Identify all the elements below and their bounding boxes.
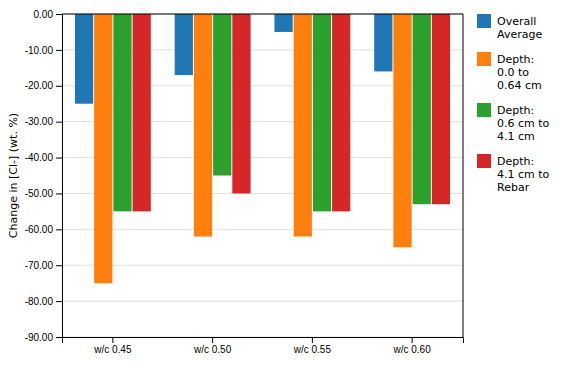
tick-label: -70.00: [25, 260, 54, 271]
legend-label: Depth: 0.0 to 0.64 cm: [497, 53, 542, 92]
tick-mark: [56, 158, 62, 159]
tick-mark: [56, 301, 62, 302]
tick-label: w/c 0.55: [293, 344, 332, 355]
grid: [62, 14, 463, 337]
legend-swatch: [477, 52, 491, 66]
legend-label: Depth: 0.6 cm to 4.1 cm: [497, 104, 553, 143]
bars: [75, 14, 450, 283]
legend-item: Depth: 4.1 cm to Rebar: [477, 154, 553, 194]
bar: [413, 14, 431, 204]
bar: [232, 14, 250, 193]
tick-mark: [312, 337, 313, 343]
plot: 0.00 -10.00 -20.00 -30.00 -40.00 -50.00 -60.00…: [25, 9, 464, 355]
series: [113, 14, 431, 211]
y-tick: -40.00: [25, 152, 62, 163]
x-tick: w/c 0.60: [393, 337, 432, 355]
tick-label: -80.00: [25, 296, 54, 307]
tick-label: -40.00: [25, 152, 54, 163]
grid-line: [62, 265, 463, 266]
legend-item: Depth: 0.0 to 0.64 cm: [477, 52, 542, 92]
bar: [294, 14, 312, 237]
tick-mark: [56, 193, 62, 194]
tick-label: -10.00: [25, 45, 54, 56]
grid-line: [62, 14, 463, 15]
legend-label: Depth: 4.1 cm to Rebar: [497, 155, 553, 194]
series: [94, 14, 412, 283]
legend-swatch: [477, 154, 491, 168]
tick-mark: [112, 337, 113, 343]
frame: [62, 14, 463, 15]
tick-mark: [56, 229, 62, 230]
bar: [374, 14, 392, 71]
tick-mark: [56, 122, 62, 123]
chart: 0.00 -10.00 -20.00 -30.00 -40.00 -50.00 -60.00…: [0, 0, 575, 367]
x-axis: w/c 0.45 w/c 0.50 w/c 0.55 w/c 0.60: [63, 337, 464, 355]
tick-mark: [56, 337, 62, 338]
legend-swatch: [477, 103, 491, 117]
y-tick: -10.00: [25, 45, 62, 56]
y-tick: -30.00: [25, 116, 62, 127]
x-tick: w/c 0.55: [293, 337, 332, 355]
bar: [113, 14, 131, 211]
bar: [175, 14, 193, 75]
legend-label: Overall Average: [497, 15, 542, 41]
legend-item: Overall Average: [477, 14, 542, 41]
bar: [94, 14, 112, 283]
tick-label: 0.00: [34, 9, 54, 20]
bar: [194, 14, 212, 237]
axis-line: [56, 15, 63, 338]
y-tick: -90.00: [25, 332, 62, 343]
y-tick: 0.00: [34, 9, 62, 20]
y-tick: -20.00: [25, 80, 62, 91]
series: [133, 14, 451, 211]
bar: [75, 14, 93, 104]
tick-label: -50.00: [25, 188, 54, 199]
tick-mark: [56, 265, 62, 266]
legend: Overall Average Depth: 0.0 to 0.64 cm Dept…: [477, 14, 553, 194]
bar: [332, 14, 350, 211]
tick-label: w/c 0.50: [193, 344, 232, 355]
tick-label: -20.00: [25, 80, 54, 91]
bar: [274, 14, 292, 32]
tick-label: w/c 0.60: [393, 344, 432, 355]
tick-mark: [56, 50, 62, 51]
bar: [432, 14, 450, 204]
tick-label: -90.00: [25, 332, 54, 343]
y-axis: 0.00 -10.00 -20.00 -30.00 -40.00 -50.00 -60.00…: [25, 9, 63, 343]
tick-mark: [56, 86, 62, 87]
frame: [463, 14, 464, 337]
tick-mark: [212, 337, 213, 343]
y-axis-label: Change in [Cl-] (wt. %): [7, 113, 20, 238]
tick-label: -60.00: [25, 224, 54, 235]
y-tick: -70.00: [25, 260, 62, 271]
tick-mark: [412, 337, 413, 343]
bar: [313, 14, 331, 211]
bar: [133, 14, 151, 211]
x-tick: w/c 0.45: [93, 337, 132, 355]
tick-label: w/c 0.45: [93, 344, 132, 355]
legend-item: Depth: 0.6 cm to 4.1 cm: [477, 103, 553, 143]
y-tick: -60.00: [25, 224, 62, 235]
bar: [213, 14, 231, 176]
grid-line: [62, 301, 463, 302]
y-tick: -80.00: [25, 296, 62, 307]
y-tick: -50.00: [25, 188, 62, 199]
bar: [393, 14, 411, 247]
x-tick: w/c 0.50: [193, 337, 232, 355]
axis-line: [63, 338, 464, 344]
tick-mark: [56, 14, 62, 15]
legend-swatch: [477, 14, 491, 28]
tick-label: -30.00: [25, 116, 54, 127]
